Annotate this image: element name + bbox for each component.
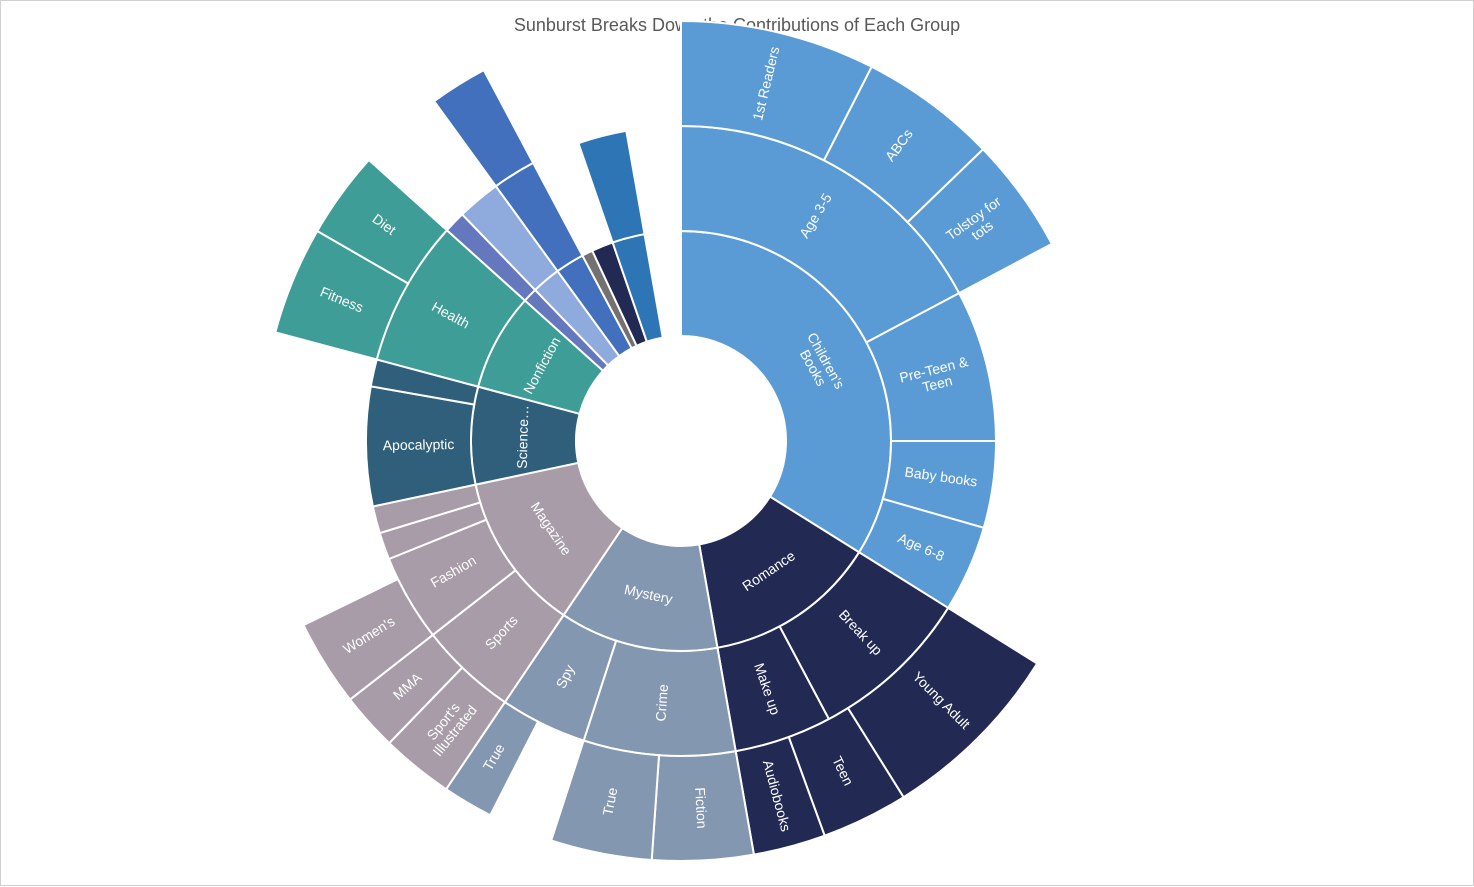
sunburst-segment[interactable] xyxy=(551,741,659,860)
sunburst-segment[interactable] xyxy=(578,131,644,243)
sunburst-chart: Children'sBooksRomanceMysteryMagazineSci… xyxy=(1,1,1474,887)
sunburst-chart-container: Sunburst Breaks Down the Contributions o… xyxy=(0,0,1474,886)
sunburst-segment[interactable] xyxy=(652,751,754,861)
sunburst-segment[interactable] xyxy=(366,386,476,506)
sunburst-segment[interactable] xyxy=(434,70,533,186)
